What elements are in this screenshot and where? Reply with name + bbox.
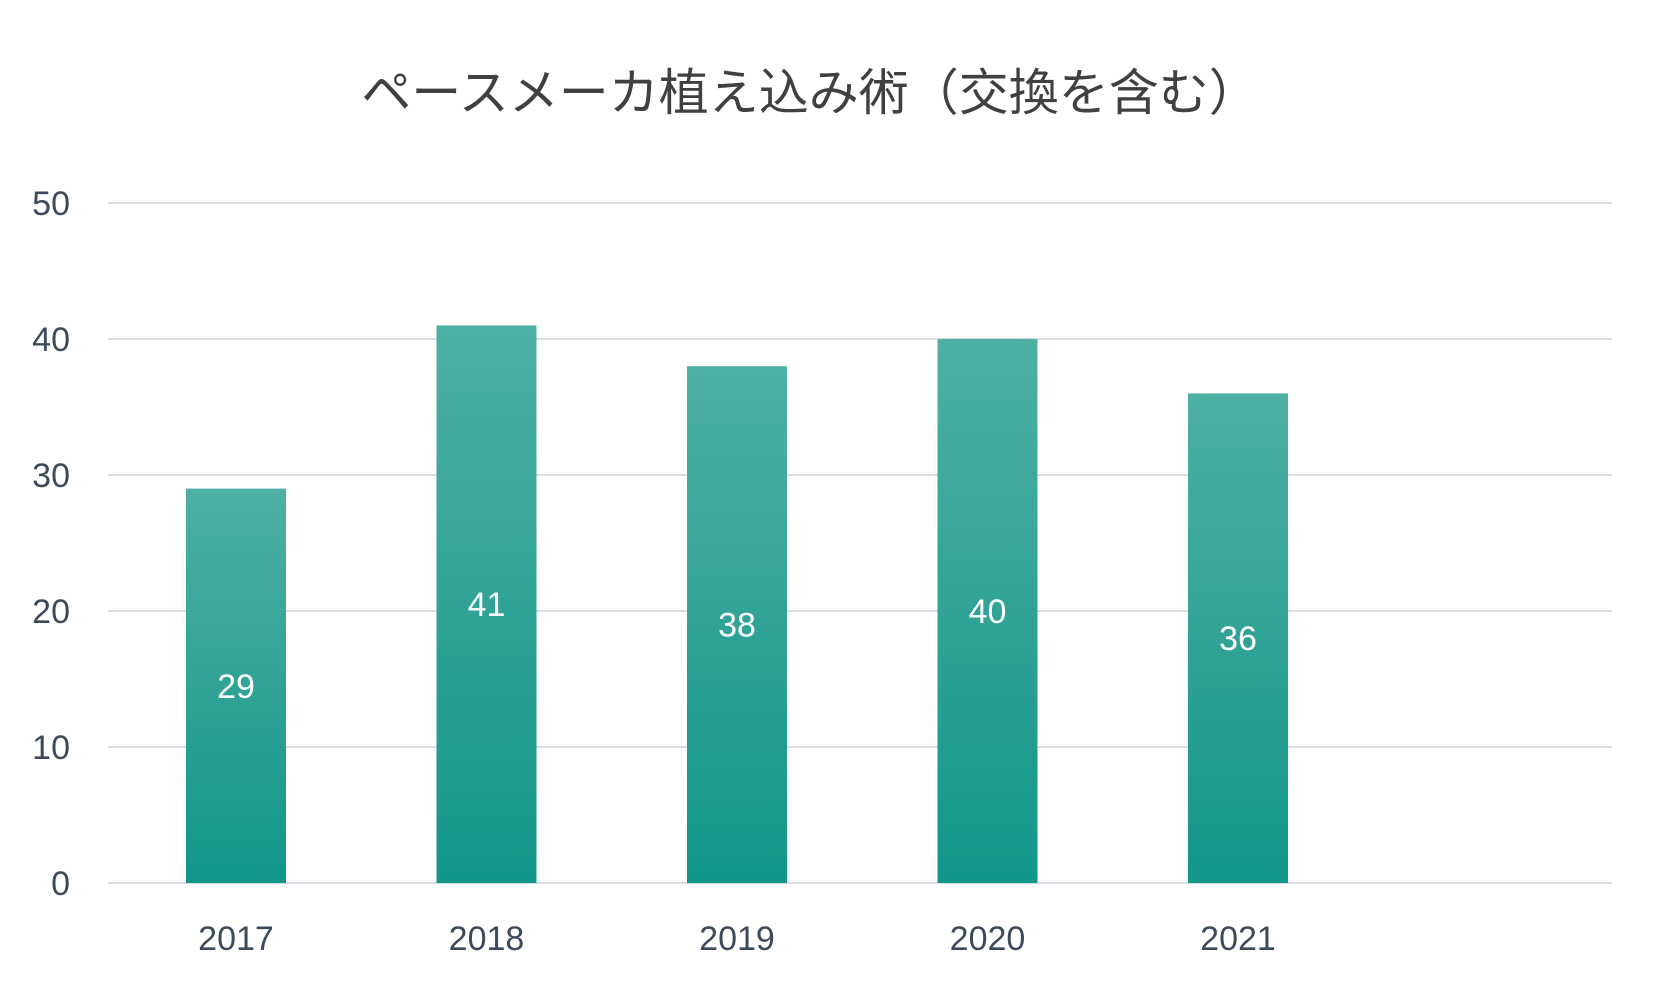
data-label: 40 [969,593,1007,631]
x-tick-label: 2018 [449,920,525,958]
bar [937,339,1038,883]
x-axis-ticks: 2017 2018 2019 2020 2021 [198,920,1276,958]
bar [436,325,537,883]
y-axis-ticks: 0 10 20 30 40 50 [32,185,70,903]
bar [1188,393,1288,883]
x-tick-label: 2019 [699,920,775,958]
gridlines [108,202,1612,884]
x-tick-label: 2020 [950,920,1026,958]
y-tick-label: 20 [32,593,70,631]
data-label: 38 [718,607,756,645]
chart-title: ペースメーカ植え込み術（交換を含む） [361,64,1259,122]
y-tick-label: 30 [32,457,70,495]
y-tick-label: 50 [32,185,70,223]
y-tick-label: 40 [32,321,70,359]
data-label: 29 [217,668,255,706]
x-tick-label: 2017 [198,920,274,958]
bars [186,325,1288,883]
data-labels: 29 41 38 40 36 [217,586,1257,706]
bar [186,488,286,883]
x-tick-label: 2021 [1200,920,1276,958]
bar [687,366,787,883]
data-label: 41 [468,586,506,624]
y-tick-label: 10 [32,729,70,767]
y-tick-label: 0 [51,865,70,903]
data-label: 36 [1219,620,1257,658]
